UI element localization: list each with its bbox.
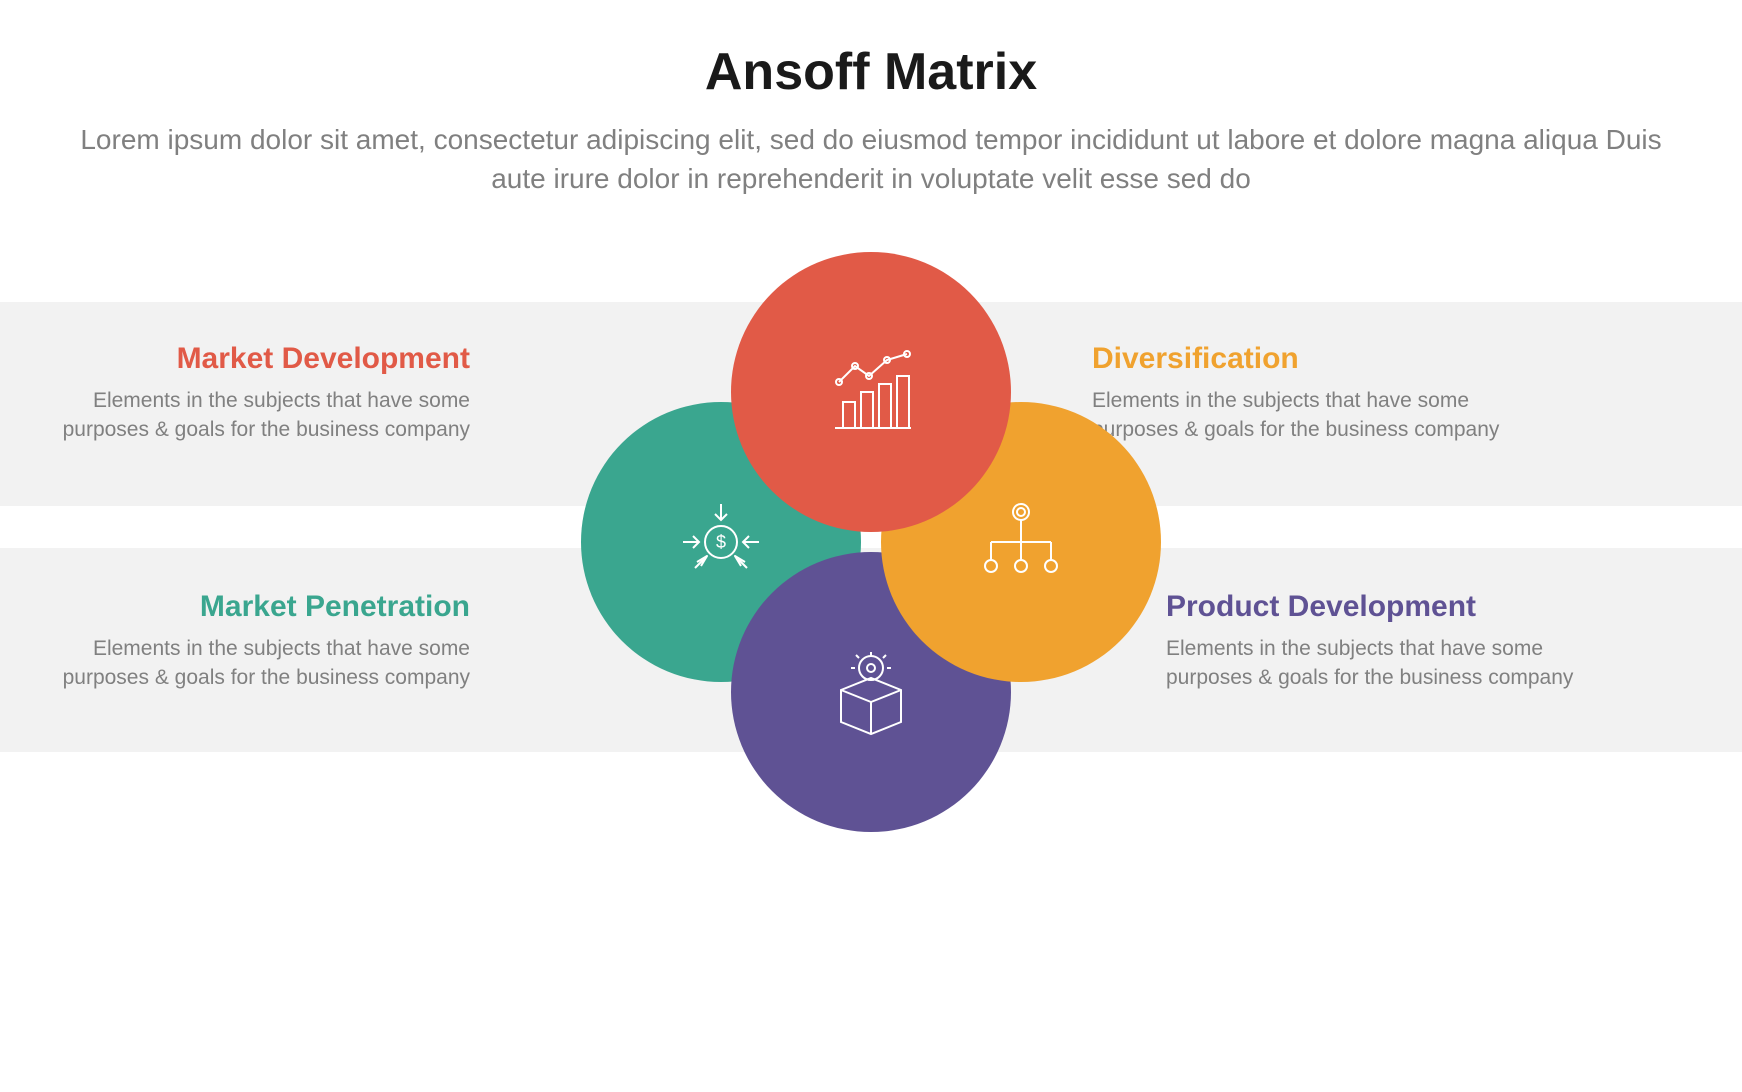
page-title: Ansoff Matrix — [0, 42, 1742, 102]
quadrant-market-penetration: Market Penetration Elements in the subje… — [50, 590, 470, 693]
quadrant-market-development: Market Development Elements in the subje… — [50, 342, 470, 445]
quadrant-diversification: Diversification Elements in the subjects… — [1092, 342, 1512, 445]
page-subtitle: Lorem ipsum dolor sit amet, consectetur … — [0, 120, 1742, 198]
quadrant-desc: Elements in the subjects that have some … — [50, 634, 470, 693]
quadrant-title: Market Penetration — [50, 590, 470, 624]
money-target-icon: $ — [671, 492, 771, 592]
quadrant-desc: Elements in the subjects that have some … — [1092, 386, 1512, 445]
quadrant-title: Market Development — [50, 342, 470, 376]
org-hierarchy-icon — [971, 492, 1071, 592]
quadrant-product-development: Product Development Elements in the subj… — [1166, 590, 1586, 693]
quadrant-desc: Elements in the subjects that have some … — [1166, 634, 1586, 693]
quadrant-desc: Elements in the subjects that have some … — [50, 386, 470, 445]
quadrant-title: Product Development — [1166, 590, 1586, 624]
venn-diagram: $ — [591, 532, 1151, 1092]
bar-chart-trend-icon — [821, 342, 921, 442]
circle-market-development — [731, 252, 1011, 532]
quadrant-title: Diversification — [1092, 342, 1512, 376]
svg-text:$: $ — [716, 532, 726, 552]
box-gear-icon — [821, 642, 921, 742]
